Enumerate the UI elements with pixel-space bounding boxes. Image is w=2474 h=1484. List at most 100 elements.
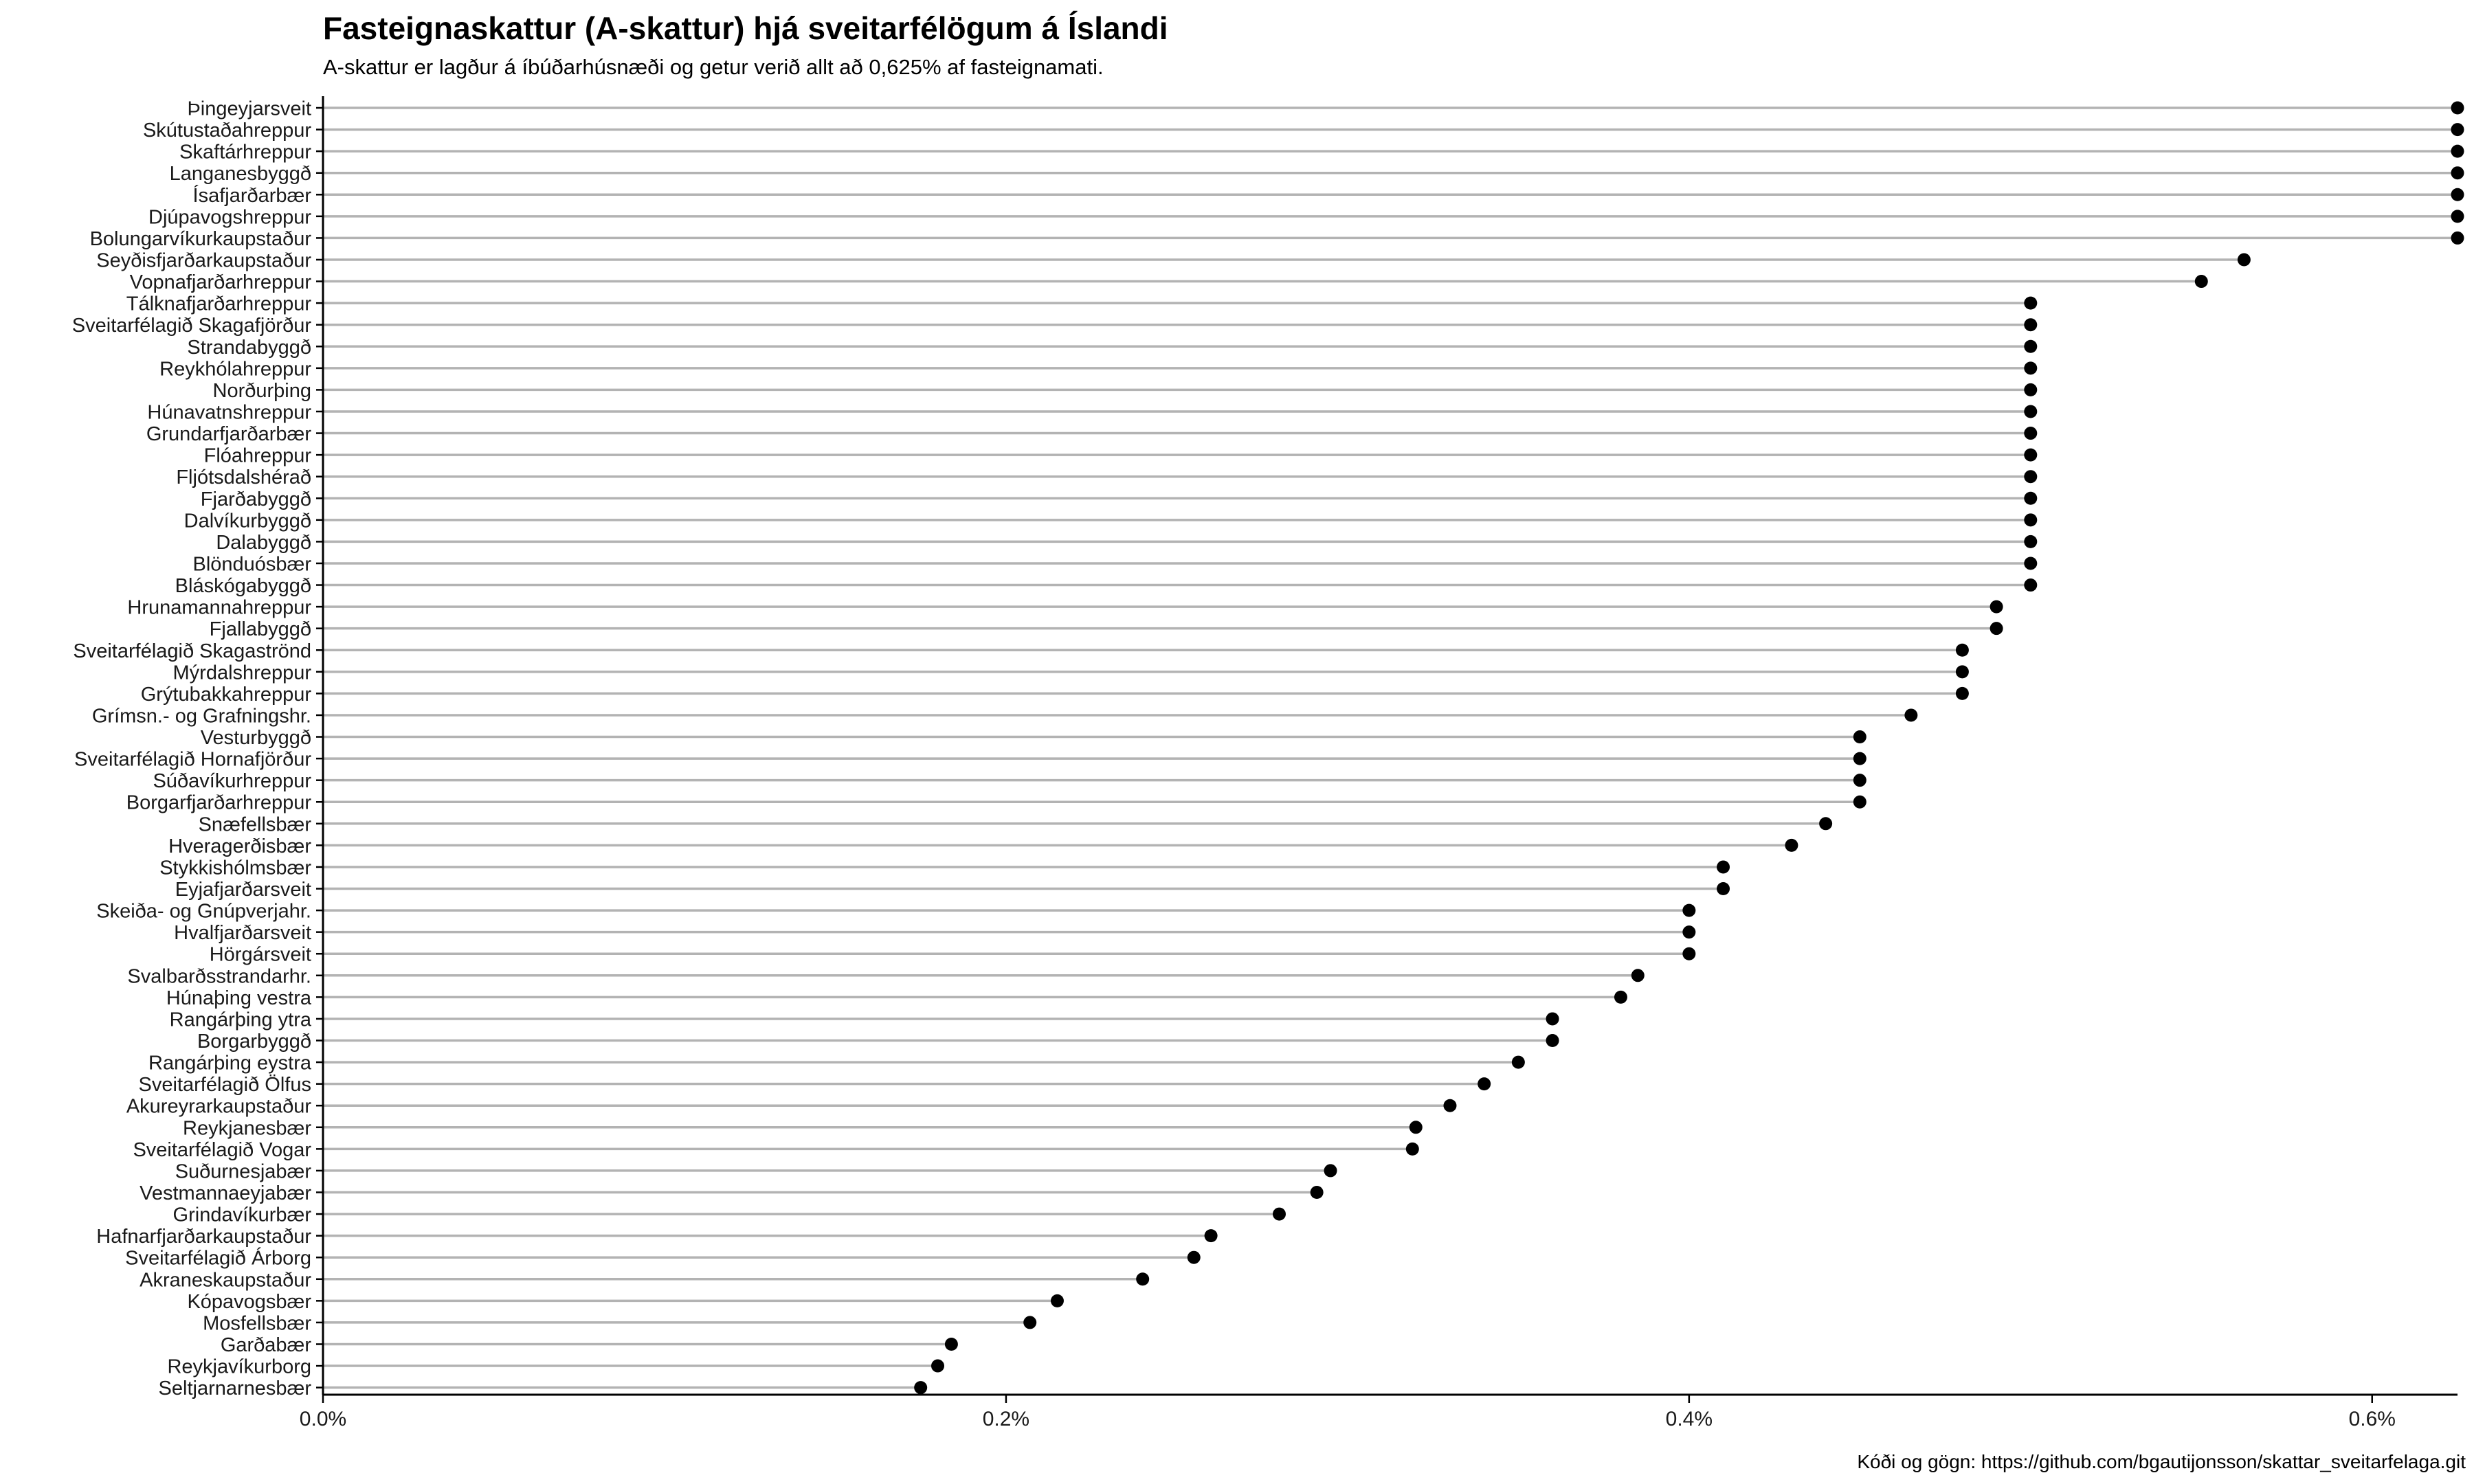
y-tick-label: Grímsn.- og Grafningshr. xyxy=(92,705,311,727)
data-point xyxy=(2024,491,2038,505)
data-point xyxy=(944,1337,958,1351)
y-tick-label: Sveitarfélagið Ölfus xyxy=(139,1074,311,1096)
data-point xyxy=(1990,622,2003,636)
data-point xyxy=(2024,513,2038,527)
y-tick-label: Norðurþing xyxy=(213,380,311,402)
y-tick-label: Ísafjarðarbær xyxy=(193,184,312,207)
y-tick-label: Grindavíkurbær xyxy=(173,1204,312,1226)
y-tick-label: Sveitarfélagið Hornafjörður xyxy=(74,749,311,771)
y-tick-label: Mýrdalshreppur xyxy=(173,662,312,684)
data-point xyxy=(1050,1294,1064,1307)
y-tick-label: Bolungarvíkurkaupstaður xyxy=(90,228,312,250)
data-point xyxy=(1717,860,1730,874)
data-point xyxy=(1955,643,1969,657)
y-tick-label: Fjarðabyggð xyxy=(201,488,311,510)
y-tick-label: Skeiða- og Gnúpverjahr. xyxy=(96,901,311,923)
y-tick-label: Svalbarðsstrandarhr. xyxy=(127,965,311,987)
data-point xyxy=(1682,925,1696,939)
y-tick-label: Sveitarfélagið Skagaströnd xyxy=(73,640,311,662)
y-tick-label: Skaftárhreppur xyxy=(179,142,311,164)
data-point xyxy=(1904,708,1918,722)
y-tick-label: Rangárþing ytra xyxy=(170,1009,312,1031)
y-tick-label: Borgarfjarðarhreppur xyxy=(126,792,312,814)
data-point xyxy=(2237,253,2251,267)
y-tick-label: Fljótsdalshérað xyxy=(176,466,311,488)
y-tick-label: Eyjafjarðarsveit xyxy=(175,879,311,901)
y-tick-label: Bláskógabyggð xyxy=(175,575,311,597)
y-tick-label: Hveragerðisbær xyxy=(168,835,311,857)
data-point xyxy=(2194,275,2208,289)
data-point xyxy=(1955,665,1969,679)
y-tick-label: Akureyrarkaupstaður xyxy=(126,1096,312,1118)
data-point xyxy=(1023,1316,1037,1329)
data-point xyxy=(2451,231,2464,245)
data-point xyxy=(2024,578,2038,592)
data-point xyxy=(1682,903,1696,917)
y-tick-label: Reykjanesbær xyxy=(183,1117,311,1139)
data-point xyxy=(1853,730,1866,744)
data-point xyxy=(2451,144,2464,158)
x-tick-label: 0.4% xyxy=(1666,1408,1713,1430)
data-point xyxy=(2024,448,2038,462)
data-point xyxy=(2024,470,2038,484)
y-tick-label: Strandabyggð xyxy=(187,337,311,359)
y-tick-label: Snæfellsbær xyxy=(199,813,312,835)
y-tick-label: Borgarbyggð xyxy=(197,1031,311,1053)
y-tick-label: Dalvíkurbyggð xyxy=(184,510,311,532)
y-tick-label: Reykjavíkurborg xyxy=(167,1356,311,1378)
y-tick-label: Seltjarnarnesbær xyxy=(159,1378,312,1399)
y-tick-label: Djúpavogshreppur xyxy=(148,206,311,228)
y-tick-label: Vopnafjarðarhreppur xyxy=(130,271,312,293)
y-tick-label: Tálknafjarðarhreppur xyxy=(126,293,312,315)
data-point xyxy=(1324,1164,1337,1178)
data-point xyxy=(2451,210,2464,223)
y-tick-label: Kópavogsbær xyxy=(187,1291,311,1313)
data-point xyxy=(1717,882,1730,896)
y-tick-label: Stykkishólmsbær xyxy=(159,857,311,879)
y-tick-label: Suðurnesjabær xyxy=(175,1160,312,1182)
data-point xyxy=(2024,427,2038,440)
x-tick-label: 0.6% xyxy=(2349,1408,2396,1430)
data-point xyxy=(1136,1272,1150,1286)
y-tick-label: Seyðisfjarðarkaupstaður xyxy=(96,249,311,271)
data-point xyxy=(1631,969,1645,982)
data-point xyxy=(1546,1012,1559,1026)
data-point xyxy=(2024,405,2038,418)
x-tick-label: 0.0% xyxy=(300,1408,346,1430)
data-point xyxy=(1187,1250,1201,1264)
y-tick-label: Skútustaðahreppur xyxy=(143,120,311,142)
y-tick-label: Grýtubakkahreppur xyxy=(141,684,312,706)
data-point xyxy=(1310,1186,1324,1199)
y-tick-label: Húnaþing vestra xyxy=(166,987,312,1009)
data-point xyxy=(1853,795,1866,809)
y-tick-label: Fjallabyggð xyxy=(210,618,311,640)
chart-caption: Kóði og gögn: https://github.com/bgautij… xyxy=(1857,1451,2466,1472)
data-point xyxy=(1272,1207,1286,1221)
data-point xyxy=(1409,1121,1423,1134)
data-point xyxy=(2024,556,2038,570)
chart-subtitle: A-skattur er lagður á íbúðarhúsnæði og g… xyxy=(323,55,1104,79)
data-point xyxy=(1546,1034,1559,1048)
data-point xyxy=(1682,947,1696,960)
y-tick-label: Flóahreppur xyxy=(204,445,312,467)
data-point xyxy=(1443,1099,1457,1112)
y-tick-label: Akraneskaupstaður xyxy=(140,1269,311,1291)
data-point xyxy=(2024,361,2038,375)
data-point xyxy=(2024,318,2038,332)
data-point xyxy=(1511,1055,1525,1069)
y-tick-label: Hörgársveit xyxy=(210,944,311,966)
y-tick-label: Hrunamannahreppur xyxy=(127,597,311,619)
data-point xyxy=(1785,838,1798,852)
y-tick-label: Reykhólahreppur xyxy=(159,358,311,380)
y-tick-label: Hafnarfjarðarkaupstaður xyxy=(96,1226,311,1248)
data-point xyxy=(2451,166,2464,180)
data-point xyxy=(2451,123,2464,137)
data-point xyxy=(2024,383,2038,396)
y-tick-label: Sveitarfélagið Skagafjörður xyxy=(72,315,312,337)
x-tick-label: 0.2% xyxy=(983,1408,1029,1430)
y-tick-label: Sveitarfélagið Vogar xyxy=(133,1139,311,1161)
data-point xyxy=(2024,296,2038,310)
data-point xyxy=(2024,339,2038,353)
y-tick-label: Vestmannaeyjabær xyxy=(140,1182,311,1204)
